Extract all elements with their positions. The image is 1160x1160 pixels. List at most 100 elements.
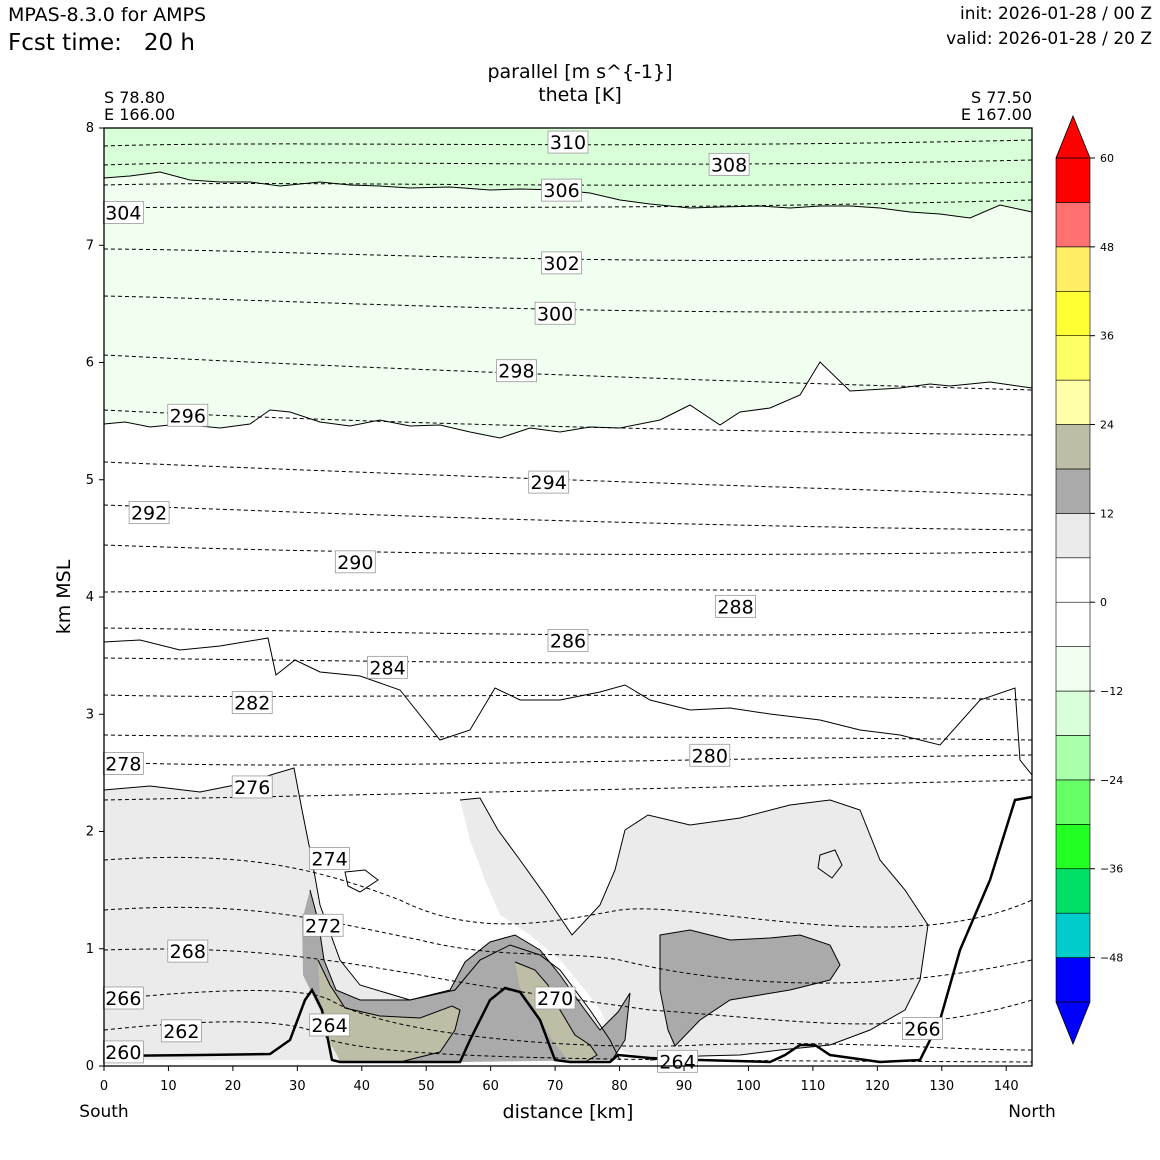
- wind-line: [514, 961, 598, 1063]
- x-tick-label: 110: [800, 1079, 825, 1094]
- y-tick-label: 4: [86, 590, 94, 605]
- wind-fill-plus6-mid: [460, 798, 928, 1060]
- theta-label-text: 268: [170, 941, 206, 963]
- theta-label: 264: [309, 1013, 350, 1037]
- theta-label: 310: [547, 130, 589, 154]
- chart-subtitle: theta [K]: [538, 84, 622, 106]
- x-tick-label: 120: [865, 1079, 890, 1094]
- x-tick-label: 70: [547, 1079, 564, 1094]
- fcst-value: 20 h: [143, 30, 195, 56]
- wind-fill-minus12: [104, 128, 1032, 218]
- theta-label-box: [541, 178, 582, 202]
- wind-line: [459, 797, 929, 1061]
- colorbar-segment: [1055, 690, 1091, 736]
- theta-label-text: 286: [550, 630, 586, 652]
- y-tick-label: 1: [86, 942, 94, 957]
- theta-label-text: 292: [131, 503, 167, 525]
- wind-line: [309, 889, 631, 1061]
- left-lat: S 78.80: [104, 88, 165, 107]
- theta-line: [104, 694, 1032, 701]
- y-tick-label: 2: [86, 825, 94, 840]
- colorbar-min-extension: [1055, 1001, 1091, 1046]
- theta-line: [104, 948, 1032, 1025]
- colorbar-tick-label: 24: [1100, 419, 1114, 432]
- theta-line: [104, 295, 1032, 313]
- plot-fills: [104, 128, 1032, 1066]
- colorbar-segment: [1055, 557, 1091, 603]
- x-tick-label: 20: [225, 1079, 242, 1094]
- theta-label: 280: [689, 743, 731, 767]
- theta-label: 262: [160, 1019, 202, 1043]
- colorbar-tick-label: 0: [1100, 596, 1107, 609]
- colorbar-tick-label: 36: [1100, 330, 1114, 343]
- theta-label-text: 282: [234, 693, 270, 715]
- theta-label-box: [715, 594, 756, 618]
- theta-label-box: [167, 939, 209, 963]
- x-tick-label: 60: [482, 1079, 499, 1094]
- terrain-outline: [103, 795, 1033, 1064]
- colorbar-segment: [1055, 779, 1091, 825]
- colorbar-segment: [1055, 246, 1091, 292]
- wind-line: [817, 849, 843, 879]
- colorbar-segment: [1055, 290, 1091, 336]
- theta-label: 284: [367, 655, 408, 679]
- x-tick-label: 90: [676, 1079, 693, 1094]
- theta-label: 282: [231, 691, 273, 715]
- theta-line: [104, 248, 1032, 262]
- colorbar-tick-label: −24: [1100, 774, 1123, 787]
- theta-label-box: [102, 1040, 144, 1064]
- colorbar-segment: [1055, 424, 1091, 470]
- theta-label-box: [309, 847, 350, 870]
- theta-label: 294: [528, 470, 570, 494]
- theta-label-box: [128, 501, 170, 524]
- theta-label-text: 266: [105, 988, 141, 1010]
- theta-label: 290: [334, 550, 376, 574]
- forecast-time: Fcst time: 20 h: [8, 30, 195, 56]
- theta-label-box: [689, 743, 731, 767]
- theta-label-box: [231, 691, 273, 714]
- theta-line: [104, 657, 1032, 664]
- x-tick-label: 0: [100, 1079, 108, 1094]
- theta-label-text: 294: [531, 472, 567, 494]
- theta-label: 266: [102, 986, 144, 1010]
- theta-label-text: 274: [311, 848, 347, 870]
- theta-label: 288: [715, 594, 756, 618]
- theta-label-box: [231, 775, 273, 799]
- y-tick-label: 3: [86, 707, 94, 722]
- colorbar-tick-label: 48: [1100, 241, 1114, 254]
- right-lat: S 77.50: [971, 88, 1032, 107]
- colorbar-segment: [1055, 735, 1091, 781]
- theta-label: 270: [534, 986, 576, 1010]
- x-tick-label: 140: [994, 1079, 1019, 1094]
- theta-label: 300: [534, 301, 576, 325]
- theta-label-box: [534, 986, 576, 1010]
- colorbar-segment: [1055, 335, 1091, 381]
- theta-line: [104, 589, 1032, 593]
- x-tick-label: 50: [418, 1079, 435, 1094]
- theta-label: 278: [102, 752, 144, 775]
- colorbar-segment: [1055, 824, 1091, 870]
- wind-line: [104, 361, 1032, 439]
- theta-line: [104, 139, 1032, 147]
- valid-time: valid: 2026-01-28 / 20 Z: [946, 29, 1152, 49]
- theta-label: 292: [128, 501, 170, 525]
- wind-fill-plus18-a: [318, 960, 460, 1062]
- theta-label-text: 262: [163, 1021, 199, 1043]
- theta-label-box: [102, 201, 144, 224]
- theta-label-text: 310: [550, 132, 586, 154]
- fcst-label: Fcst time:: [8, 30, 122, 56]
- theta-line: [104, 906, 1032, 984]
- theta-label: 272: [302, 913, 344, 937]
- theta-label: 286: [547, 628, 589, 652]
- y-tick-label: 0: [86, 1059, 94, 1074]
- theta-label-box: [534, 301, 576, 325]
- theta-label-text: 280: [692, 745, 728, 767]
- theta-label: 304: [102, 201, 144, 224]
- colorbar-tick-label: −12: [1100, 685, 1123, 698]
- south-label: South: [79, 1102, 128, 1122]
- theta-label-text: 266: [904, 1018, 940, 1040]
- theta-line: [104, 990, 1032, 1051]
- theta-label-text: 276: [234, 777, 270, 799]
- colorbar-tick-label: −36: [1100, 863, 1123, 876]
